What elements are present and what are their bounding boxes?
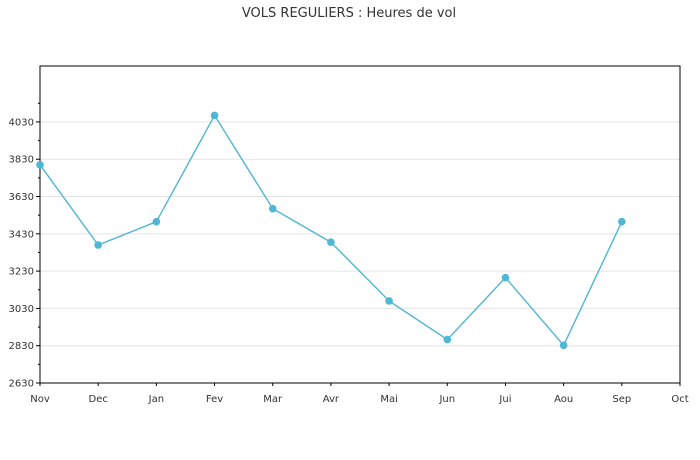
data-point <box>327 238 335 247</box>
y-tick-label: 4030 <box>9 117 34 128</box>
x-tick-label: Mai <box>380 394 398 405</box>
data-point <box>210 111 219 120</box>
x-tick-label: Nov <box>30 394 50 405</box>
x-tick-label: Jun <box>438 394 455 405</box>
series-layer <box>36 111 626 350</box>
data-point <box>501 273 510 282</box>
y-tick-label: 3230 <box>9 267 34 278</box>
x-tick-label: Jui <box>498 394 511 405</box>
x-tick-label: Avr <box>323 394 340 405</box>
y-tick-label: 2630 <box>9 379 34 390</box>
data-point <box>385 297 393 305</box>
data-point <box>152 217 161 226</box>
data-point <box>559 341 568 350</box>
data-point <box>443 335 452 344</box>
y-tick-label: 3030 <box>9 304 34 315</box>
y-tick-label: 2830 <box>9 341 34 352</box>
plot-frame <box>39 65 681 384</box>
data-point <box>618 217 626 226</box>
grid-lines <box>40 121 680 347</box>
y-tick-label: 3430 <box>9 229 34 240</box>
data-point <box>36 161 44 169</box>
x-tick-label: Dec <box>89 394 108 405</box>
chart-title: VOLS REGULIERS : Heures de vol <box>242 6 456 21</box>
data-point <box>94 241 102 249</box>
axis-ticks: 2630 2830 3030 3230 3430 3630 3830 4030 Nov Dec Ja… <box>9 102 689 405</box>
x-tick-label: Mar <box>263 394 283 405</box>
y-tick-label: 3830 <box>9 155 34 166</box>
x-tick-label: Oct <box>671 394 688 405</box>
x-tick-label: Fev <box>206 394 223 405</box>
x-tick-label: Aou <box>554 394 573 405</box>
x-tick-label: Jan <box>148 394 164 405</box>
y-tick-label: 3630 <box>9 192 34 203</box>
series-line <box>39 114 623 347</box>
data-point <box>268 204 277 213</box>
x-tick-label: Sep <box>612 394 631 405</box>
